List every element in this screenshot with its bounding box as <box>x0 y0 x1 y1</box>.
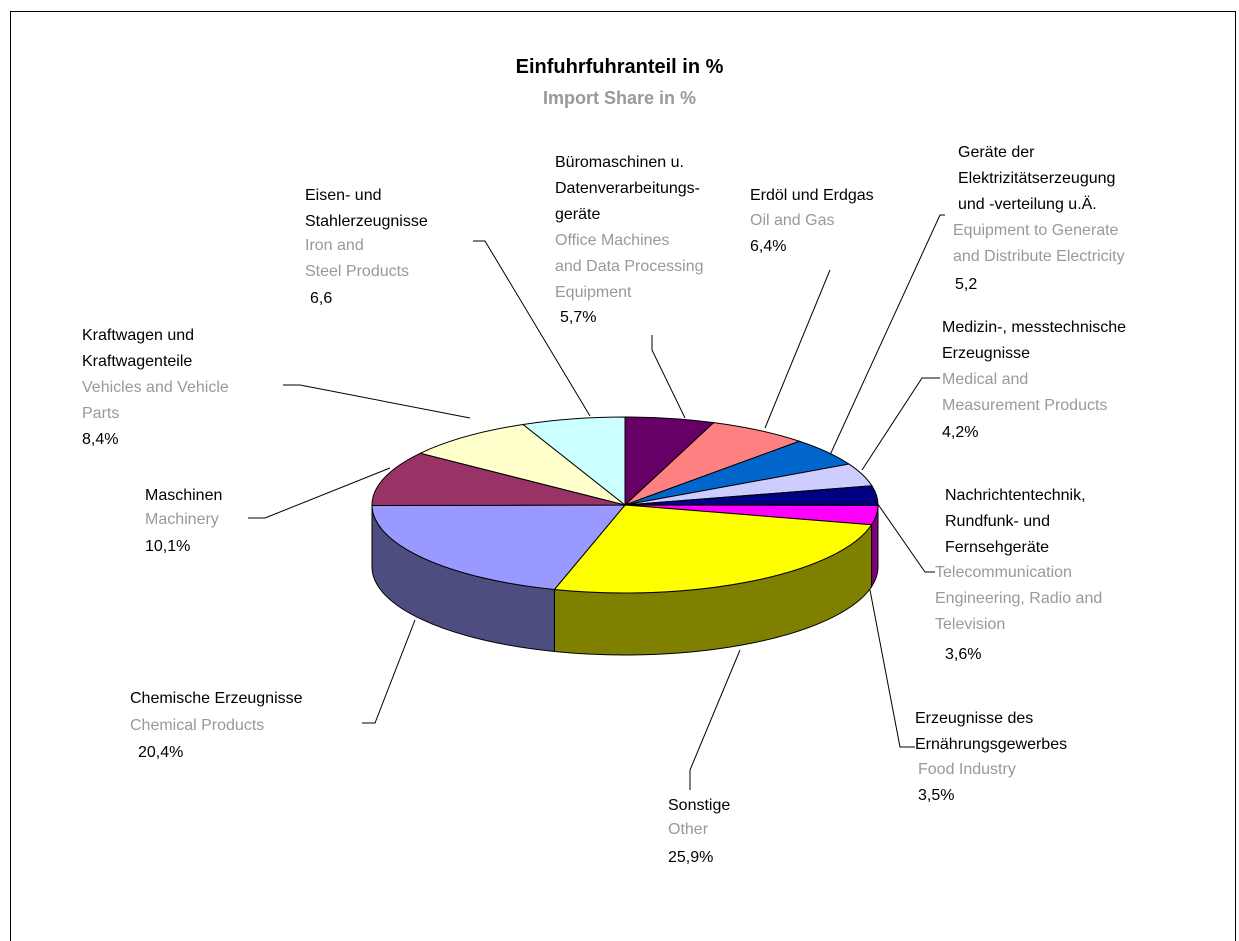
category-label-en: Vehicles and Vehicle Parts <box>82 379 229 422</box>
value-label: 25,9% <box>668 849 714 866</box>
slice <box>371 504 627 591</box>
slice <box>521 416 626 507</box>
leader-line <box>651 335 686 419</box>
value-label: 5,7% <box>560 309 597 326</box>
category-label: Büromaschinen u. Datenverarbeitungs- ger… <box>555 154 700 223</box>
category-label-en: Equipment to Generate and Distribute Ele… <box>953 222 1125 265</box>
value-label: 5,2 <box>955 276 978 293</box>
category-label-en: Machinery <box>145 511 219 528</box>
leader-line <box>874 499 935 573</box>
leader-line <box>473 240 591 417</box>
leader-line <box>283 384 471 419</box>
slice <box>418 423 626 506</box>
category-label-en: Medical and Measurement Products <box>942 371 1108 414</box>
value-label: 3,5% <box>918 787 955 804</box>
value-label: 3,6% <box>945 646 982 663</box>
category-label: Eisen- und Stahlerzeugnisse <box>305 187 428 230</box>
leader-line <box>869 589 915 748</box>
leader-line <box>362 619 416 724</box>
category-label: Erdöl und Erdgas <box>750 187 874 204</box>
category-label-en: Chemical Products <box>130 717 265 734</box>
leader-line <box>861 377 940 471</box>
value-label: 6,6 <box>310 290 333 307</box>
category-label-en: Office Machines and Data Processing Equi… <box>555 232 704 301</box>
category-label: Chemische Erzeugnisse <box>130 690 303 707</box>
slice <box>371 452 626 507</box>
category-label: Nachrichtentechnik, Rundfunk- und Fernse… <box>945 487 1086 556</box>
category-label: Sonstige <box>668 797 731 814</box>
category-label: Geräte der Elektrizitätserzeugung und -v… <box>958 144 1116 213</box>
chart-subtitle: Import Share in % <box>542 88 697 108</box>
category-label: Medizin-, messtechnische Erzeugnisse <box>942 319 1127 362</box>
value-label: 4,2% <box>942 424 979 441</box>
value-label: 8,4% <box>82 431 119 448</box>
value-label: 20,4% <box>138 744 184 761</box>
category-label-en: Other <box>668 821 709 838</box>
leader-line <box>764 269 831 429</box>
category-label-en: Iron and Steel Products <box>305 237 410 280</box>
category-label-en: Food Industry <box>918 761 1016 778</box>
leader-line <box>248 467 391 519</box>
leader-line <box>829 214 945 456</box>
category-label: Erzeugnisse des Ernährungsgewerbes <box>915 710 1068 753</box>
category-label: Maschinen <box>145 487 223 504</box>
value-label: 10,1% <box>145 538 191 555</box>
slice <box>553 504 873 594</box>
leader-line <box>689 649 741 790</box>
chart-frame <box>10 11 1236 941</box>
category-label-en: Oil and Gas <box>750 212 835 229</box>
chart-title: Einfuhrfuhranteil in % <box>515 56 724 78</box>
category-label: Kraftwagen und Kraftwagenteile <box>82 327 195 370</box>
category-label-en: Telecommunication Engineering, Radio and… <box>935 564 1103 633</box>
value-label: 6,4% <box>750 238 787 255</box>
